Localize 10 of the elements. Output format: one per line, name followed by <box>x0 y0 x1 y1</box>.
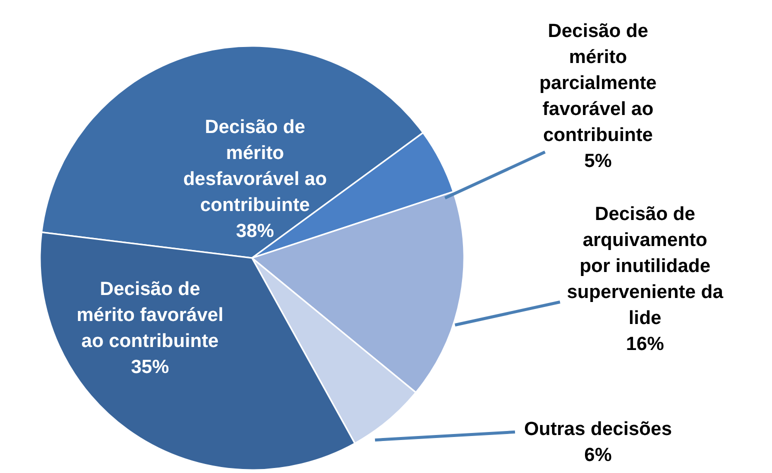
data-label: 35% <box>130 357 170 378</box>
slice-label: Decisão de mérito parcialmente favorável ao contribuinte <box>539 21 657 146</box>
slice-label: Decisão de arquivamento por inutilidade superveniente da lide <box>566 204 724 329</box>
slice-label: Outras decisões <box>524 419 672 440</box>
slice-label: Decisão de mérito desfavorável ao contribuinte <box>183 117 327 216</box>
data-label: 6% <box>584 445 612 466</box>
slice-label: Decisão de mérito favorável ao contribuinte <box>76 279 224 352</box>
data-label: 38% <box>236 221 274 242</box>
data-label: 5% <box>584 151 612 172</box>
data-label: 16% <box>626 334 664 355</box>
